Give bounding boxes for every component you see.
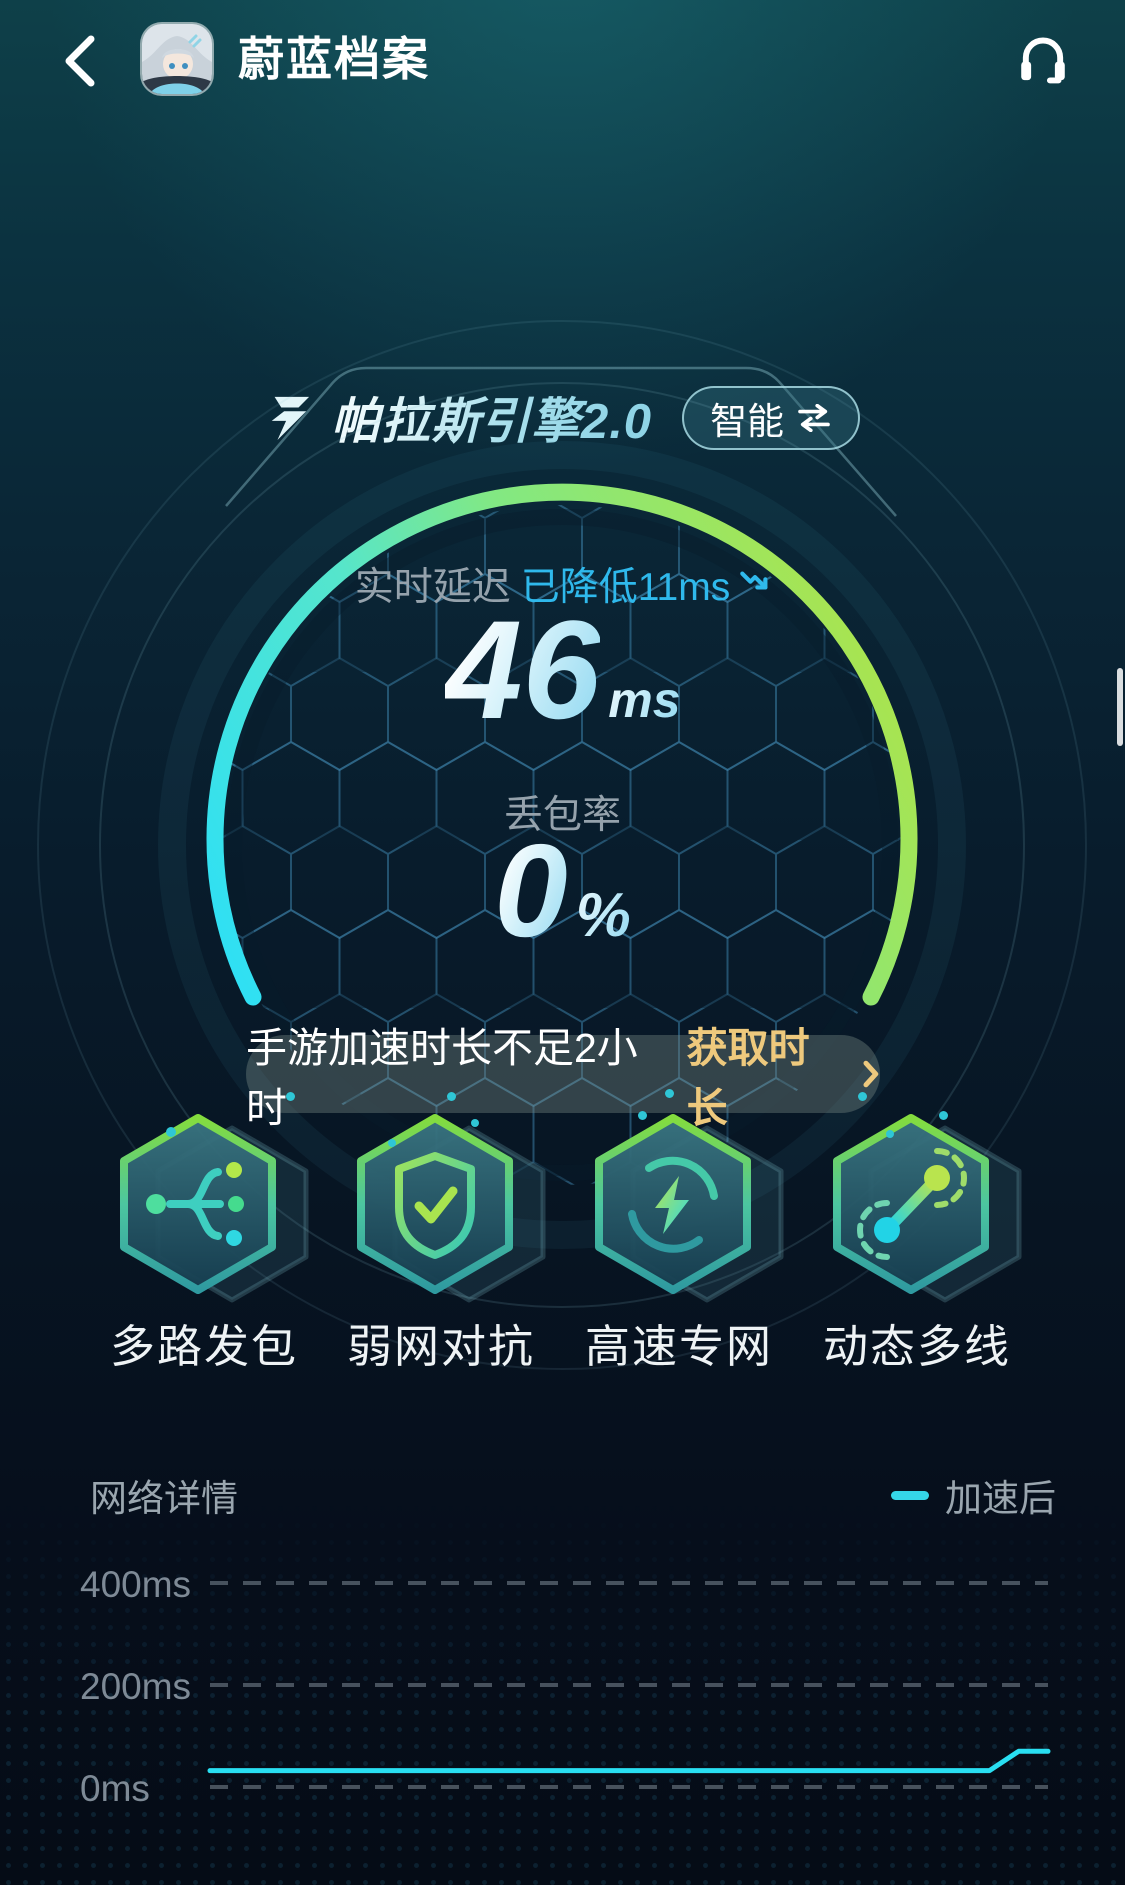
outer-ring-1: [99, 382, 1025, 1308]
speed-bolt-icon: [595, 1114, 784, 1303]
decor-dot: [447, 1092, 456, 1101]
back-button[interactable]: [52, 28, 108, 94]
engine-panel-frame: [225, 366, 897, 517]
headset-icon: [1021, 37, 1065, 84]
decor-dot: [886, 1130, 894, 1138]
feature-dynamic-multiline[interactable]: 动态多线: [807, 1104, 1027, 1375]
latency-label: 实时延迟: [354, 566, 511, 609]
game-avatar: [142, 24, 212, 94]
packet-loss-label: 丢包率: [503, 794, 621, 837]
decor-dot: [665, 1089, 674, 1098]
latency-reduced: 已降低11ms: [520, 566, 731, 609]
latency-series-line: [207, 1748, 1051, 1774]
feature-multipath[interactable]: 多路发包: [94, 1104, 314, 1375]
ytick-200ms: 200ms: [80, 1666, 192, 1707]
latency-chart-canvas: [207, 1581, 1051, 1789]
network-details-header: 网络详情 加速后: [90, 1468, 1056, 1522]
latency-row: 实时延迟 已降低11ms: [0, 556, 1125, 612]
legend-dash: [891, 1490, 929, 1500]
packet-loss-value: 0: [494, 817, 568, 964]
decor-dot: [471, 1119, 479, 1127]
support-button[interactable]: [1008, 24, 1078, 94]
latency-down-icon: [740, 571, 768, 590]
avatar-art-icon: [142, 24, 212, 94]
shield-check-icon: [357, 1114, 546, 1303]
feature-row: 多路发包 弱网对抗: [0, 1104, 1125, 1372]
page-title: 蔚蓝档案: [238, 33, 430, 85]
legend-label: 加速后: [945, 1478, 1056, 1519]
mode-label: 智能: [710, 400, 785, 442]
decor-dot: [939, 1111, 948, 1120]
swap-arrows-icon: [798, 403, 830, 432]
engine-header: 帕拉斯引擎2.0 智能: [0, 382, 1125, 453]
latency-value: 46: [444, 591, 601, 748]
packet-loss-unit: %: [575, 880, 631, 950]
flash-icon: [271, 396, 310, 440]
chevron-left-icon: [65, 35, 95, 87]
halo-ring: [158, 441, 966, 1249]
ytick-400ms: 400ms: [80, 1564, 192, 1605]
nav-bar: 蔚蓝档案: [0, 22, 1125, 98]
decor-dot: [858, 1092, 867, 1101]
latency-chart: 400ms 200ms 0ms: [0, 1540, 1125, 1840]
decor-dot: [638, 1111, 647, 1120]
inner-shadow-ring: [226, 509, 898, 1181]
banner-action: 获取时长: [686, 1025, 810, 1131]
latency-value-block: 46 ms: [0, 596, 1125, 743]
feature-label: 多路发包: [109, 1321, 298, 1372]
feature-express-network[interactable]: 高速专网: [569, 1104, 789, 1375]
time-banner[interactable]: 手游加速时长不足2小时 获取时长: [246, 1025, 880, 1131]
chart-legend: 加速后: [891, 1468, 1056, 1522]
latency-gauge: [37, 320, 1087, 1370]
decor-dot: [388, 1139, 396, 1147]
banner-text: 手游加速时长不足2小时: [246, 1025, 638, 1131]
feature-label: 弱网对抗: [346, 1321, 535, 1372]
multipath-icon: [120, 1114, 309, 1303]
engine-name: 帕拉斯引擎2.0: [331, 382, 652, 453]
scrollbar[interactable]: [1117, 668, 1123, 746]
feature-label: 高速专网: [584, 1321, 773, 1372]
chevron-right-icon: [863, 1060, 879, 1088]
gauge-arc: [206, 483, 918, 1006]
hex-pattern: [222, 505, 902, 1185]
decor-dot: [286, 1092, 295, 1101]
packet-loss-block: 0 %: [0, 817, 1125, 964]
feature-weak-network[interactable]: 弱网对抗: [331, 1104, 551, 1375]
latency-unit: ms: [608, 672, 681, 728]
ytick-0ms: 0ms: [80, 1768, 150, 1809]
outer-ring-2: [37, 320, 1087, 1370]
decor-dot: [166, 1127, 176, 1137]
feature-label: 动态多线: [822, 1321, 1011, 1372]
dynamic-line-icon: [833, 1114, 1022, 1303]
mode-toggle-button[interactable]: 智能: [682, 385, 861, 450]
network-details-title: 网络详情: [90, 1478, 238, 1519]
